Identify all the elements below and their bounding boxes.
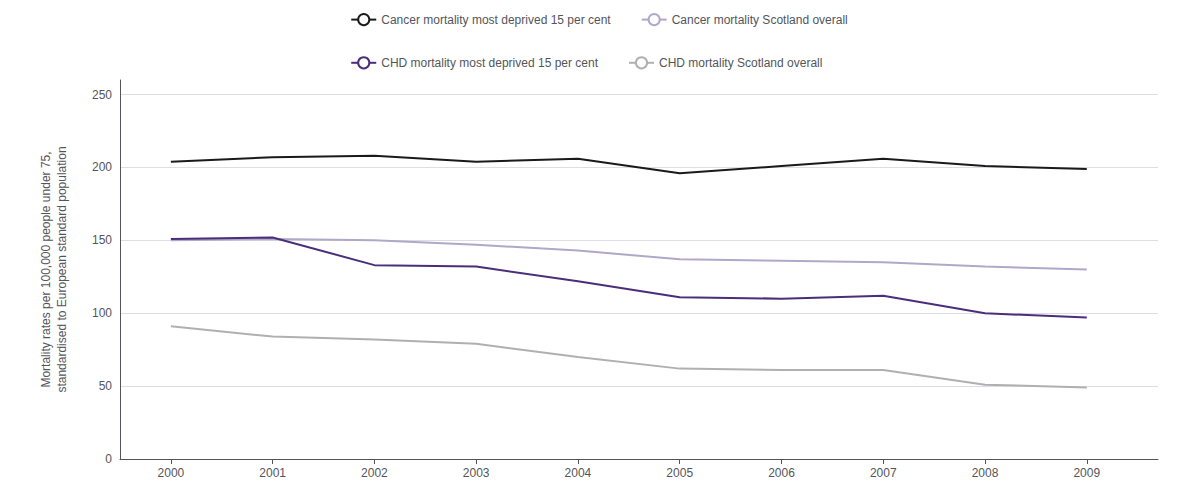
svg-text:Mortality rates per 100,000 pe: Mortality rates per 100,000 people under… [39,151,53,387]
svg-text:50: 50 [99,379,113,393]
svg-text:0: 0 [105,452,112,466]
svg-text:2006: 2006 [768,466,795,480]
svg-text:2002: 2002 [361,466,388,480]
svg-text:2004: 2004 [565,466,592,480]
svg-text:2008: 2008 [972,466,999,480]
svg-text:2005: 2005 [666,466,693,480]
svg-text:2007: 2007 [870,466,897,480]
svg-text:250: 250 [92,88,112,102]
svg-text:2003: 2003 [463,466,490,480]
svg-text:Cancer mortality most deprived: Cancer mortality most deprived 15 per ce… [381,13,611,27]
svg-text:CHD mortality Scotland overall: CHD mortality Scotland overall [659,56,822,70]
svg-text:2001: 2001 [259,466,286,480]
svg-text:2000: 2000 [158,466,185,480]
svg-text:2009: 2009 [1073,466,1100,480]
svg-text:200: 200 [92,160,112,174]
svg-text:standardised to European stand: standardised to European standard popula… [55,146,69,392]
svg-text:100: 100 [92,306,112,320]
svg-text:CHD mortality most deprived 15: CHD mortality most deprived 15 per cent [381,56,598,70]
svg-text:Cancer mortality Scotland over: Cancer mortality Scotland overall [672,13,848,27]
svg-text:150: 150 [92,233,112,247]
